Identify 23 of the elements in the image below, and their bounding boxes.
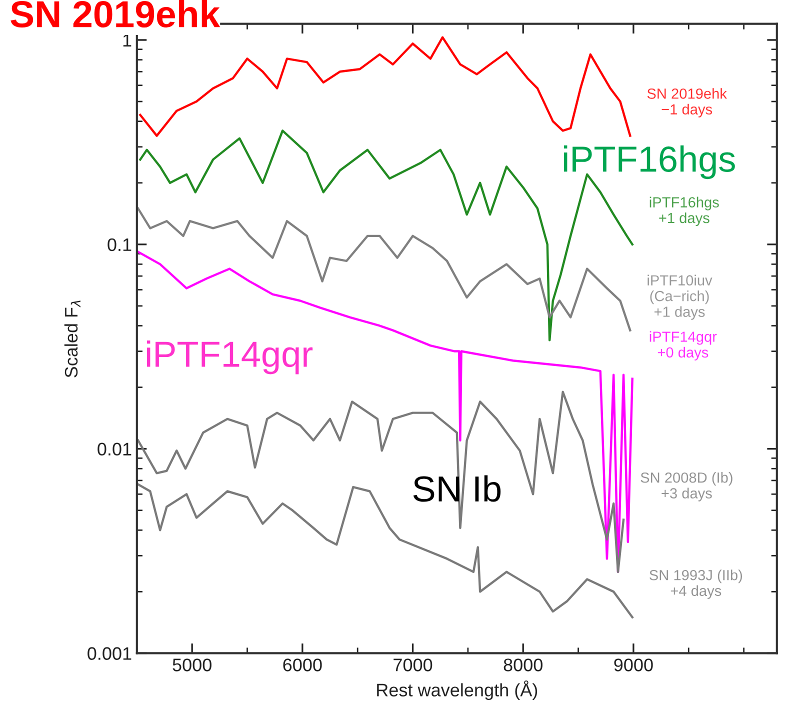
annotation: iPTF16hgs bbox=[564, 145, 735, 180]
series-label: SN 2019ehk −1 days bbox=[647, 88, 727, 118]
annotation: iPTF14gqr bbox=[147, 340, 313, 374]
x-axis-title: Rest wavelength (Å) bbox=[377, 680, 538, 700]
x-tick-label: 5000 bbox=[172, 658, 212, 672]
series-label: iPTF10iuv (Ca−rich) +1 days bbox=[648, 274, 712, 320]
chart-title: SN 2019ehk bbox=[10, 0, 220, 28]
y-tick-label: 0.001 bbox=[88, 647, 132, 660]
x-tick-label: 8000 bbox=[504, 658, 542, 672]
series-label: SN 1993J (IIb) +4 days bbox=[650, 570, 742, 599]
annotation: SN Ib bbox=[413, 475, 501, 502]
line-series bbox=[136, 207, 632, 332]
series-label: iPTF14gqr +0 days bbox=[650, 331, 717, 360]
x-tick-label: 7000 bbox=[394, 658, 432, 672]
series-label: SN 2008D (Ib) +3 days bbox=[640, 472, 732, 502]
line-series bbox=[136, 390, 625, 573]
y-tick-label: 0.01 bbox=[98, 442, 132, 456]
y-axis-title: Scaled F$_{λ}$ bbox=[64, 300, 80, 378]
line-series bbox=[139, 36, 632, 137]
x-tick-label: 9000 bbox=[614, 658, 653, 672]
series-label: iPTF16hgs +1 days bbox=[650, 196, 719, 226]
x-tick-label: 6000 bbox=[283, 658, 322, 672]
y-tick-label: 0.1 bbox=[108, 238, 132, 252]
